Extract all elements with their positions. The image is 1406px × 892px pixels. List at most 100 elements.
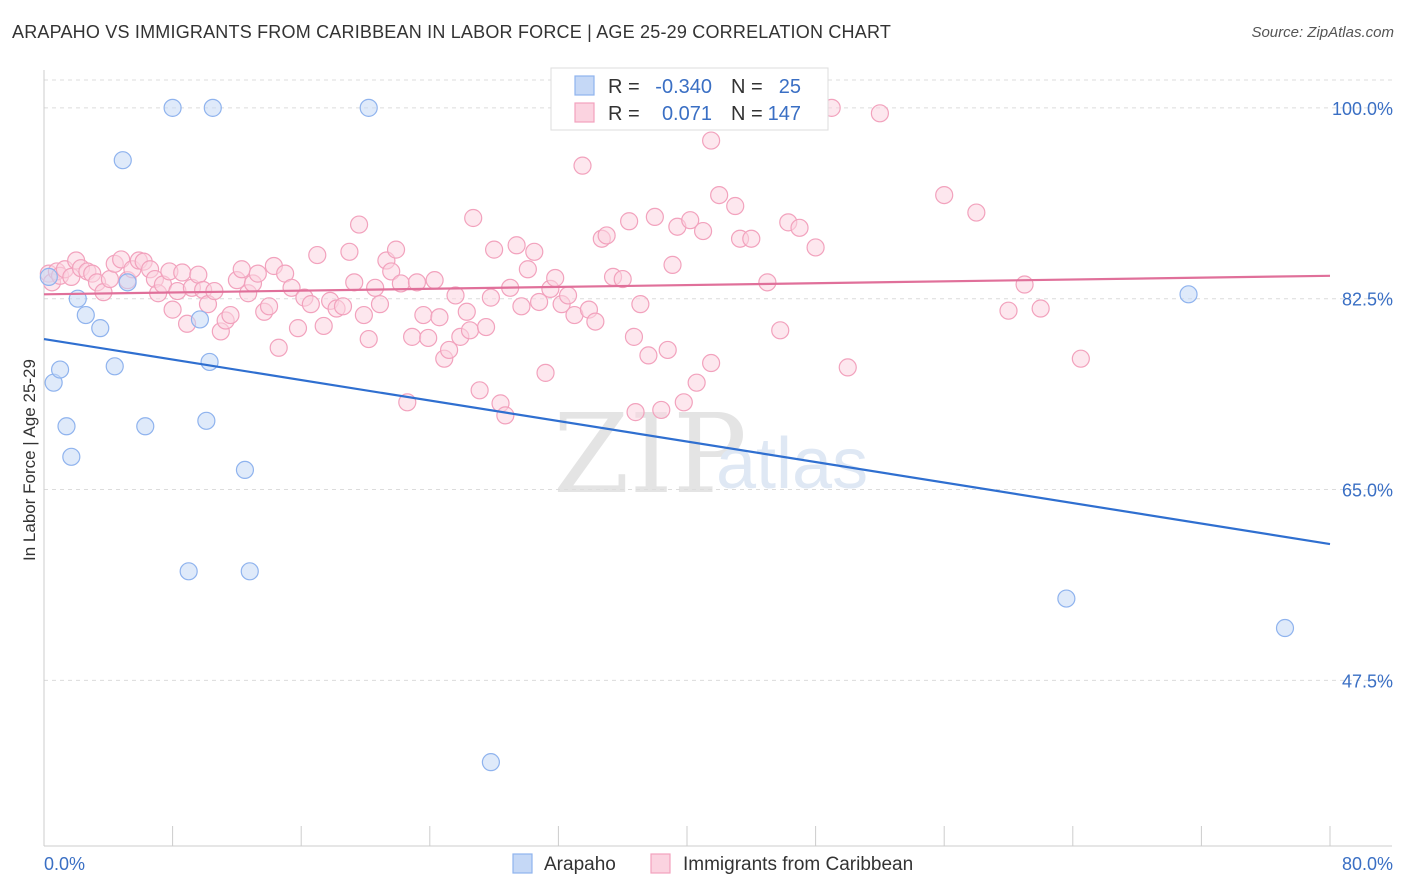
point-caribbean-83 <box>485 240 504 259</box>
point-arapaho-7 <box>91 319 110 338</box>
point-caribbean-37 <box>232 260 251 279</box>
point-caribbean-44 <box>269 338 288 357</box>
point-caribbean-40 <box>248 264 267 283</box>
point-arapaho-19 <box>240 562 259 581</box>
point-caribbean-120 <box>710 186 729 205</box>
point-caribbean-78 <box>460 321 480 340</box>
point-arapaho-18 <box>235 460 255 480</box>
bottom-legend-swatch-caribbean <box>650 853 671 874</box>
axes: 47.5% 65.0% 82.5% 100.0% 0.0% 80.0% <box>43 70 1393 874</box>
watermark-zip: ZIP <box>553 390 747 518</box>
point-caribbean-129 <box>838 358 857 377</box>
point-caribbean-113 <box>663 255 682 274</box>
point-caribbean-128 <box>806 238 825 257</box>
point-arapaho-8 <box>105 357 124 376</box>
point-caribbean-67 <box>403 327 422 346</box>
point-caribbean-50 <box>308 245 327 265</box>
trend-lines <box>43 274 1331 546</box>
point-arapaho-20 <box>359 98 378 117</box>
point-caribbean-110 <box>645 207 664 227</box>
point-caribbean-81 <box>476 317 496 337</box>
watermark-atlas: atlas <box>716 424 868 504</box>
point-caribbean-132 <box>999 301 1018 320</box>
point-caribbean-96 <box>558 286 578 305</box>
point-caribbean-46 <box>282 278 301 297</box>
point-caribbean-135 <box>1071 349 1090 368</box>
point-caribbean-89 <box>518 260 537 279</box>
point-caribbean-55 <box>340 242 359 261</box>
point-caribbean-35 <box>221 305 240 325</box>
point-caribbean-116 <box>681 211 700 230</box>
point-caribbean-125 <box>771 321 790 340</box>
point-arapaho-15 <box>197 411 216 430</box>
watermark: ZIP atlas <box>553 390 868 518</box>
point-caribbean-26 <box>173 263 192 282</box>
point-arapaho-6 <box>76 305 95 325</box>
point-caribbean-75 <box>446 286 465 305</box>
point-arapaho-16 <box>200 352 219 372</box>
legend-r-value-caribbean: 0.071 <box>662 103 712 125</box>
point-caribbean-94 <box>546 268 565 288</box>
chart-title: ARAPAHO VS IMMIGRANTS FROM CARIBBEAN IN … <box>12 22 892 42</box>
point-arapaho-3 <box>57 417 76 436</box>
point-caribbean-112 <box>658 340 677 360</box>
point-caribbean-131 <box>967 203 986 222</box>
point-caribbean-109 <box>639 346 658 365</box>
point-caribbean-51 <box>314 316 333 336</box>
point-caribbean-77 <box>457 302 476 321</box>
point-caribbean-106 <box>624 327 644 346</box>
point-caribbean-64 <box>386 240 406 259</box>
point-arapaho-4 <box>62 447 81 466</box>
trend-line-arapaho <box>43 337 1331 546</box>
point-caribbean-82 <box>481 288 500 307</box>
point-caribbean-111 <box>652 400 671 420</box>
legend-swatch-caribbean <box>574 102 595 123</box>
legend-r-value-arapaho: -0.340 <box>655 76 712 98</box>
legend-frame <box>550 67 829 131</box>
bottom-legend: Arapaho Immigrants from Caribbean <box>512 853 913 875</box>
legend-r-label-caribbean: R = <box>608 103 640 125</box>
y-tick-label: 47.5% <box>1342 671 1393 691</box>
point-caribbean-118 <box>693 221 713 241</box>
point-caribbean-29 <box>189 265 208 284</box>
point-caribbean-70 <box>419 328 438 348</box>
point-caribbean-24 <box>163 300 182 319</box>
bottom-legend-label-caribbean: Immigrants from Caribbean <box>683 854 913 875</box>
point-caribbean-58 <box>354 305 373 325</box>
point-arapaho-11 <box>136 417 155 436</box>
y-tick-label: 65.0% <box>1342 481 1393 501</box>
point-caribbean-47 <box>288 319 308 338</box>
point-arapaho-13 <box>179 562 198 581</box>
point-caribbean-108 <box>631 295 650 314</box>
legend: R = -0.340 N = 25 R = 0.071 N = 147 <box>550 67 829 131</box>
point-caribbean-124 <box>758 273 777 292</box>
data-points <box>39 98 1295 772</box>
y-tick-label: 82.5% <box>1342 290 1393 310</box>
point-arapaho-24 <box>1275 618 1295 638</box>
point-caribbean-79 <box>464 208 483 228</box>
legend-n-label-caribbean: N = <box>731 103 763 125</box>
point-caribbean-117 <box>687 373 706 392</box>
point-caribbean-88 <box>512 297 531 316</box>
point-caribbean-61 <box>370 295 390 314</box>
point-arapaho-17 <box>203 98 222 117</box>
point-caribbean-69 <box>414 305 433 325</box>
point-caribbean-138 <box>870 104 890 123</box>
point-arapaho-22 <box>1057 589 1076 608</box>
legend-n-label-arapaho: N = <box>731 76 763 98</box>
point-caribbean-59 <box>359 329 378 349</box>
point-caribbean-60 <box>366 278 385 297</box>
point-arapaho-21 <box>481 753 500 772</box>
point-caribbean-57 <box>349 215 369 234</box>
point-caribbean-123 <box>742 229 761 248</box>
point-caribbean-72 <box>430 308 449 327</box>
point-caribbean-74 <box>439 340 459 360</box>
point-caribbean-42 <box>259 297 279 316</box>
point-caribbean-104 <box>613 269 632 289</box>
point-caribbean-68 <box>407 273 427 292</box>
point-arapaho-9 <box>113 151 132 170</box>
point-caribbean-127 <box>790 218 809 237</box>
legend-r-label-arapaho: R = <box>608 76 640 98</box>
point-caribbean-92 <box>536 363 555 382</box>
